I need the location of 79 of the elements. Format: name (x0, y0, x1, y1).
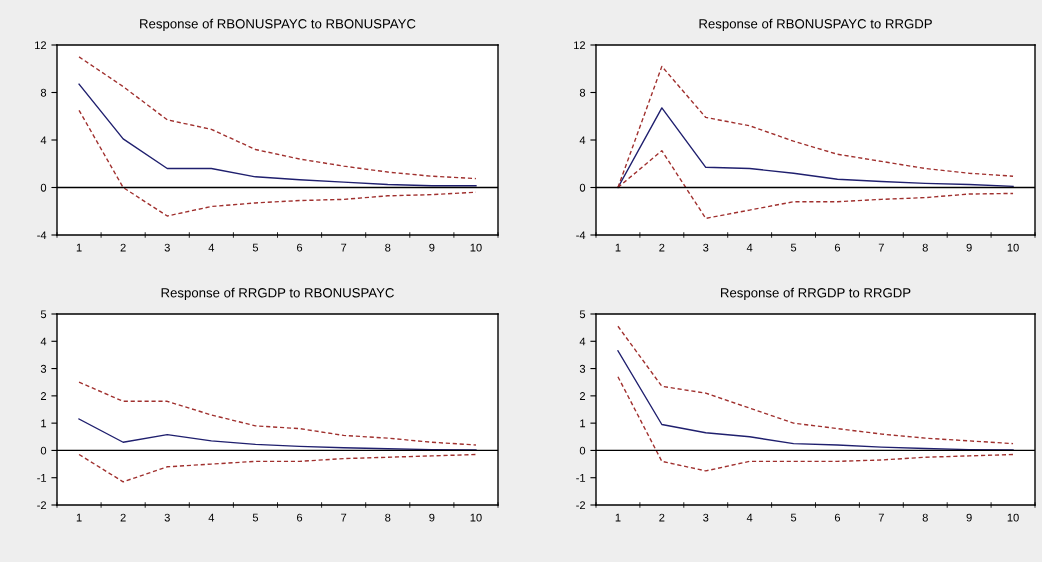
y-tick-label: 1 (580, 419, 586, 428)
y-tick-label: 5 (579, 310, 586, 319)
x-tick-label: 8 (922, 513, 928, 522)
x-tick-label: 9 (429, 243, 435, 252)
y-tick-label: 3 (579, 364, 586, 373)
line-series (617, 350, 1014, 451)
x-tick-label: 5 (252, 243, 259, 252)
x-tick-label: 8 (385, 243, 391, 252)
x-tick-label: 10 (470, 243, 482, 252)
y-tick-label: 3 (40, 364, 47, 373)
x-tick-label: 9 (966, 243, 972, 252)
x-tick-label: 6 (297, 513, 303, 522)
line-series (78, 418, 477, 451)
x-tick-label: 1 (615, 243, 621, 252)
x-tick-label: 6 (834, 243, 841, 252)
y-tick-label: 1 (41, 419, 47, 428)
x-tick-label: 2 (120, 243, 126, 252)
y-tick-label: -2 (576, 501, 586, 510)
chart-title: Response of RBONUSPAYC to RBONUSPAYC (140, 18, 416, 32)
x-tick-label: 9 (966, 513, 972, 522)
y-tick-label: 4 (40, 136, 47, 145)
y-tick-label: 0 (40, 183, 47, 192)
chart-title: Response of RBONUSPAYC to RRGDP (699, 18, 932, 32)
y-tick-label: -1 (576, 474, 586, 482)
line-series (617, 325, 1014, 445)
x-tick-label: 5 (790, 513, 797, 522)
x-tick-label: 3 (703, 243, 709, 252)
x-tick-label: 10 (1007, 243, 1019, 252)
x-tick-label: 6 (834, 513, 841, 522)
x-tick-label: 5 (790, 243, 797, 252)
chart-title: Response of RRGDP to RRGDP (721, 287, 911, 301)
y-tick-label: 5 (40, 310, 47, 319)
line-series (617, 376, 1014, 472)
y-tick-label: -1 (37, 474, 47, 482)
x-tick-label: 10 (470, 513, 482, 522)
y-tick-label: 4 (40, 337, 47, 346)
x-tick-label: 7 (341, 513, 347, 522)
y-tick-label: 12 (35, 41, 47, 50)
x-tick-label: 2 (659, 513, 665, 522)
line-series (78, 381, 477, 446)
y-tick-label: 8 (579, 88, 586, 97)
y-tick-label: 0 (579, 446, 586, 455)
line-series (78, 56, 477, 180)
x-tick-label: 4 (746, 243, 753, 252)
x-tick-label: 8 (922, 243, 928, 252)
line-series (78, 83, 477, 187)
x-tick-label: 10 (1007, 513, 1019, 522)
x-tick-label: 3 (164, 513, 170, 522)
x-tick-label: 2 (120, 513, 126, 522)
x-tick-label: 2 (659, 243, 665, 252)
x-tick-label: 4 (746, 513, 753, 522)
y-tick-label: -2 (37, 501, 47, 510)
x-tick-label: 1 (76, 243, 82, 252)
line-series (78, 453, 477, 483)
x-tick-label: 1 (615, 513, 621, 522)
y-tick-label: 0 (40, 446, 47, 455)
x-tick-label: 5 (252, 513, 259, 522)
x-tick-label: 9 (429, 513, 435, 522)
y-tick-label: 12 (574, 41, 586, 50)
y-tick-label: -4 (576, 231, 586, 240)
x-tick-label: 4 (208, 513, 215, 522)
y-tick-label: 8 (40, 88, 47, 97)
x-tick-label: 1 (76, 513, 82, 522)
y-tick-label: 2 (40, 392, 47, 400)
chart-title: Response of RRGDP to RBONUSPAYC (161, 287, 394, 301)
x-tick-label: 7 (341, 243, 347, 252)
y-tick-label: 2 (579, 392, 586, 400)
x-tick-label: 6 (297, 243, 303, 252)
x-tick-label: 7 (878, 513, 884, 522)
x-tick-label: 4 (208, 243, 215, 252)
x-tick-label: 7 (878, 243, 884, 252)
y-tick-label: 0 (579, 183, 586, 192)
y-tick-label: -4 (37, 231, 47, 240)
y-tick-label: 4 (579, 136, 586, 145)
x-tick-label: 8 (385, 513, 391, 522)
x-tick-label: 3 (164, 243, 170, 252)
line-series (617, 107, 1014, 189)
x-tick-label: 3 (703, 513, 709, 522)
y-tick-label: 4 (579, 337, 586, 346)
